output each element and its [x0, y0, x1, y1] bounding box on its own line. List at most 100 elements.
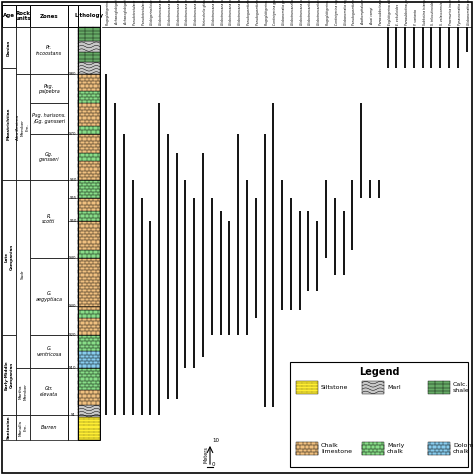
Bar: [2, 27, 16, 68]
Text: Rugoglobigerina macrocephala: Rugoglobigerina macrocephala: [326, 0, 330, 25]
Bar: [16, 180, 30, 368]
Text: Archaeoglobigerina cretacea: Archaeoglobigerina cretacea: [115, 0, 119, 25]
Text: Barren: Barren: [41, 425, 57, 430]
Text: Manulla
Fm.: Manulla Fm.: [18, 419, 27, 436]
Bar: [16, 27, 30, 75]
Text: Psg. harisons.
/Gg. gansseri: Psg. harisons. /Gg. gansseri: [32, 114, 66, 124]
Text: Lithology: Lithology: [74, 13, 103, 19]
Text: S55: S55: [69, 196, 77, 200]
Text: Dolomitized
chalk: Dolomitized chalk: [453, 443, 474, 454]
Bar: [30, 5, 68, 27]
Text: Abathomphalus mayaroensis: Abathomphalus mayaroensis: [361, 0, 365, 25]
Text: Pr.
incoostans: Pr. incoostans: [36, 45, 62, 56]
Text: Chalk
limestone: Chalk limestone: [321, 443, 352, 454]
Bar: [78, 351, 100, 368]
Text: Globotruncana linneiana: Globotruncana linneiana: [177, 0, 181, 25]
Bar: [2, 68, 16, 180]
Text: Pseudotextularia elegans: Pseudotextularia elegans: [133, 0, 137, 25]
Bar: [78, 126, 100, 134]
Bar: [78, 41, 100, 52]
Text: 10: 10: [212, 438, 219, 443]
Text: Pseudoguembelina palpebra: Pseudoguembelina palpebra: [247, 0, 251, 25]
Bar: [16, 5, 30, 27]
Bar: [78, 258, 100, 310]
Text: Pseudotextularia punctulata: Pseudotextularia punctulata: [142, 0, 146, 25]
Text: Danian: Danian: [7, 39, 11, 56]
Text: Globotruncana lapparenti: Globotruncana lapparenti: [168, 0, 172, 25]
Bar: [78, 318, 100, 335]
Text: E. eobulloides: E. eobulloides: [396, 4, 401, 25]
Text: G.
ventricosa: G. ventricosa: [36, 346, 62, 357]
Bar: [78, 134, 100, 153]
Bar: [78, 75, 100, 91]
Text: Early-Middle
Campanian: Early-Middle Campanian: [5, 360, 13, 390]
Text: Rock
units: Rock units: [15, 10, 31, 21]
Bar: [362, 442, 384, 455]
Bar: [428, 442, 450, 455]
Bar: [2, 5, 16, 27]
Bar: [362, 381, 384, 394]
Bar: [78, 417, 100, 440]
Bar: [296, 381, 318, 394]
Text: Psg.
palpebra: Psg. palpebra: [38, 84, 60, 95]
Text: Continigerina sigali: Continigerina sigali: [335, 0, 339, 25]
Bar: [78, 199, 100, 211]
Text: Globotruncanita stuarti: Globotruncanita stuarti: [309, 0, 312, 25]
Text: Abu Zenima
Member
Fm.: Abu Zenima Member Fm.: [17, 114, 29, 140]
Bar: [16, 75, 30, 180]
Text: S40: S40: [69, 256, 77, 260]
Bar: [78, 335, 100, 351]
Text: Globotruncanita stuartiformis: Globotruncanita stuartiformis: [317, 0, 321, 25]
Text: Maastrichtian: Maastrichtian: [7, 108, 11, 140]
Text: S70: S70: [69, 133, 77, 136]
Text: Pynasnomahia archeocoeniensis: Pynasnomahia archeocoeniensis: [458, 0, 462, 25]
Text: Gg.
gansseri: Gg. gansseri: [39, 152, 59, 162]
Text: Globigerinelloides prairiehillensis: Globigerinelloides prairiehillensis: [150, 0, 155, 25]
Text: Meters: Meters: [203, 446, 209, 464]
Text: Late
Campanian: Late Campanian: [5, 244, 13, 270]
Text: S50: S50: [69, 219, 77, 223]
Text: S60: S60: [69, 178, 77, 182]
Text: Martha
Member: Martha Member: [18, 383, 27, 400]
Bar: [30, 27, 68, 75]
Bar: [78, 250, 100, 258]
Text: Continigerina gaultina: Continigerina gaultina: [273, 0, 277, 25]
Text: Pseudoguembelina costulata: Pseudoguembelina costulata: [352, 0, 356, 25]
Bar: [2, 180, 16, 335]
Text: Globotruncana rosetta: Globotruncana rosetta: [229, 0, 233, 25]
Bar: [30, 104, 68, 134]
Bar: [78, 27, 100, 41]
Text: 0: 0: [212, 462, 216, 467]
Text: Gtr.
elevata: Gtr. elevata: [40, 386, 58, 397]
Bar: [30, 75, 68, 104]
Bar: [78, 368, 100, 390]
Text: S1: S1: [71, 413, 75, 417]
Bar: [78, 161, 100, 180]
Bar: [78, 62, 100, 75]
Bar: [78, 390, 100, 405]
Bar: [78, 52, 100, 62]
Text: S. velascoensis: S. velascoensis: [440, 2, 444, 25]
Text: S20: S20: [69, 332, 77, 337]
Text: Eoglobigerina edita: Eoglobigerina edita: [388, 0, 392, 25]
Text: Abusi camyi: Abusi camyi: [370, 7, 374, 25]
Text: Legend: Legend: [359, 367, 399, 377]
Text: S. triloculinoides: S. triloculinoides: [431, 0, 436, 25]
Bar: [2, 335, 16, 415]
Bar: [78, 104, 100, 126]
Bar: [78, 180, 100, 199]
Text: Parasubbotina pseudobulloides: Parasubbotina pseudobulloides: [405, 0, 409, 25]
Bar: [68, 27, 78, 440]
Text: G.
aegyptiaca: G. aegyptiaca: [36, 291, 63, 302]
Bar: [30, 180, 68, 258]
Bar: [68, 5, 78, 27]
Bar: [290, 362, 468, 467]
Text: S10: S10: [69, 366, 77, 370]
Bar: [78, 27, 100, 440]
Text: Zones: Zones: [40, 13, 58, 19]
Text: Praemurica inconstans: Praemurica inconstans: [449, 0, 453, 25]
Bar: [2, 415, 16, 440]
Bar: [78, 211, 100, 221]
Bar: [78, 405, 100, 417]
Bar: [30, 368, 68, 415]
